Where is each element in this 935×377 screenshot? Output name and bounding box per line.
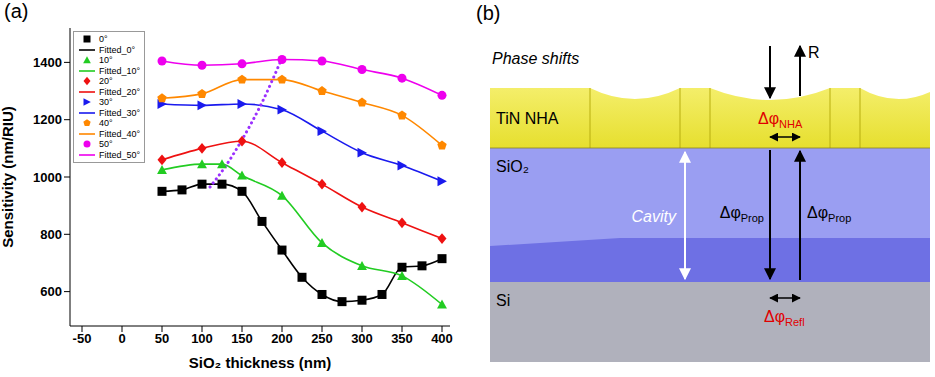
svg-text:SiO₂ thickness (nm): SiO₂ thickness (nm) (189, 354, 332, 371)
svg-text:ΔφNHA: ΔφNHA (758, 110, 803, 130)
svg-text:ΔφProp: ΔφProp (807, 204, 851, 224)
svg-text:1200: 1200 (33, 112, 62, 127)
svg-text:200: 200 (271, 331, 293, 346)
svg-text:Phase shifts: Phase shifts (492, 50, 579, 67)
svg-text:100: 100 (191, 331, 213, 346)
svg-text:R: R (808, 44, 820, 61)
html-text:Fitted_20°: Fitted_20° (99, 86, 141, 97)
html-text:20°: 20° (99, 76, 113, 86)
svg-text:(b): (b) (476, 2, 500, 24)
html-text:50°: 50° (99, 139, 113, 149)
svg-text:300: 300 (351, 331, 373, 346)
svg-text:ΔφProp: ΔφProp (720, 204, 764, 224)
html-text:Fitted_10°: Fitted_10° (99, 65, 141, 76)
svg-text:Cavity: Cavity (632, 208, 677, 225)
svg-text:400: 400 (431, 331, 453, 346)
svg-text:1000: 1000 (33, 170, 62, 185)
svg-text:1400: 1400 (33, 55, 62, 70)
svg-text:TiN NHA: TiN NHA (496, 110, 559, 127)
svg-text:250: 250 (311, 331, 333, 346)
svg-text:0: 0 (118, 331, 125, 346)
html-text:Fitted_0°: Fitted_0° (99, 44, 136, 55)
svg-text:350: 350 (391, 331, 413, 346)
html-text:Fitted_40°: Fitted_40° (99, 128, 141, 139)
svg-text:Sensitivity (nm/RIU): Sensitivity (nm/RIU) (0, 106, 16, 248)
svg-text:SiO₂: SiO₂ (496, 158, 529, 175)
html-text:10°: 10° (99, 55, 113, 65)
svg-text:ΔφRefl: ΔφRefl (764, 308, 805, 328)
svg-text:50: 50 (155, 331, 169, 346)
html-text:40°: 40° (99, 118, 113, 128)
html-text:Fitted_50°: Fitted_50° (99, 149, 141, 160)
html-text:0°: 0° (99, 34, 108, 44)
svg-text:800: 800 (40, 227, 62, 242)
html-text:(a): (a) (4, 0, 29, 22)
html-text:30°: 30° (99, 97, 113, 107)
html-text:Fitted_30°: Fitted_30° (99, 107, 141, 118)
svg-text:600: 600 (40, 284, 62, 299)
svg-text:-50: -50 (73, 331, 92, 346)
svg-text:150: 150 (231, 331, 253, 346)
svg-text:Si: Si (496, 292, 510, 309)
